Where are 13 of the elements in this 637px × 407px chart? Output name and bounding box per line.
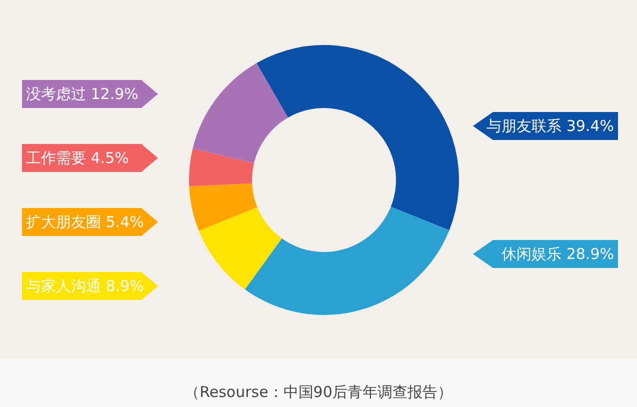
legend-label: 没考虑过 12.9% [26,85,138,103]
donut-slice [189,148,254,186]
donut-slice [189,183,258,231]
donut-slice [256,45,459,230]
legend-label: 扩大朋友圈 5.4% [26,213,144,231]
legend-label: 与家人沟通 8.9% [26,277,144,295]
donut-slice [198,207,282,290]
slice-label: 与朋友联系 39.4% [486,117,614,135]
legend-label: 工作需要 4.5% [26,149,129,167]
donut-slice [192,63,288,164]
donut-slice [244,206,450,315]
slice-label: 休闲娱乐 28.9% [502,245,614,263]
text: （Resourse：中国90后青年调查报告） [184,383,452,401]
